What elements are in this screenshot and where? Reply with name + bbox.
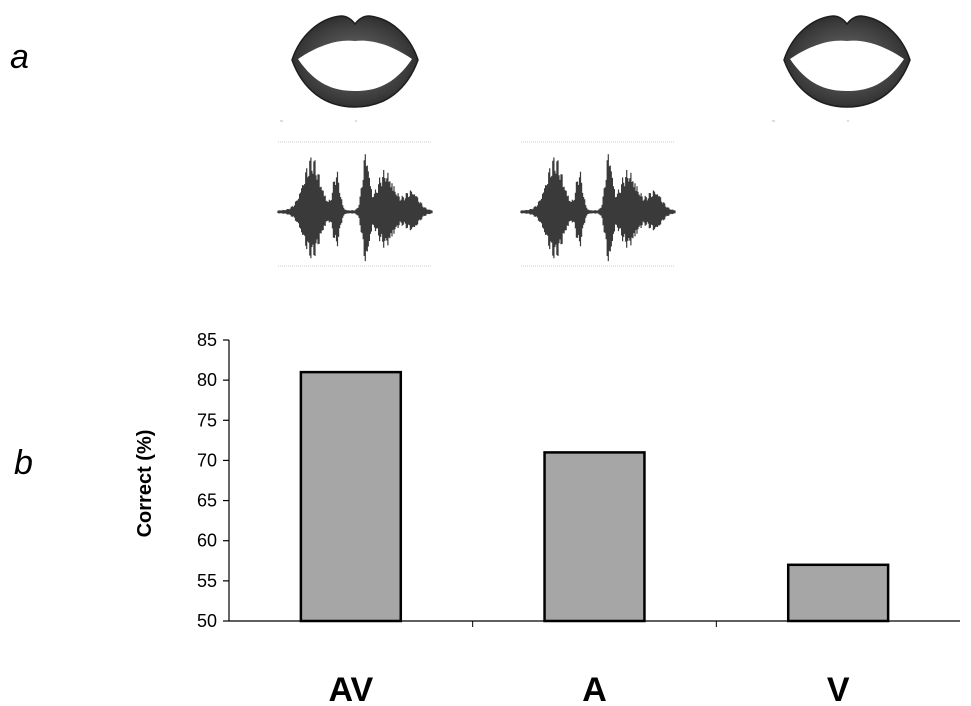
panel-label-b: b bbox=[14, 444, 33, 482]
waveform-icon-a bbox=[520, 141, 676, 267]
bar-v bbox=[786, 563, 890, 623]
stimuli-row bbox=[277, 15, 911, 267]
bar-a bbox=[543, 451, 646, 623]
waveform-icon-av bbox=[277, 141, 433, 267]
y-tick-label: 75 bbox=[197, 410, 217, 430]
bar-av bbox=[299, 370, 403, 623]
y-tick-label: 85 bbox=[197, 330, 217, 350]
x-category-label-v: V bbox=[827, 671, 850, 706]
y-tick-label: 80 bbox=[197, 370, 217, 390]
y-tick-label: 50 bbox=[197, 611, 217, 631]
y-tick-label: 70 bbox=[197, 450, 217, 470]
y-tick-label: 55 bbox=[197, 571, 217, 591]
x-category-label-av: AV bbox=[328, 671, 373, 706]
y-tick-label: 65 bbox=[197, 491, 217, 511]
panel-label-a: a bbox=[10, 38, 29, 76]
lips-icon-av bbox=[280, 15, 419, 122]
y-tick-label: 60 bbox=[197, 531, 217, 551]
y-axis-label: Correct (%) bbox=[134, 430, 156, 538]
x-category-label-a: A bbox=[582, 671, 607, 706]
lips-icon-v bbox=[772, 15, 911, 122]
